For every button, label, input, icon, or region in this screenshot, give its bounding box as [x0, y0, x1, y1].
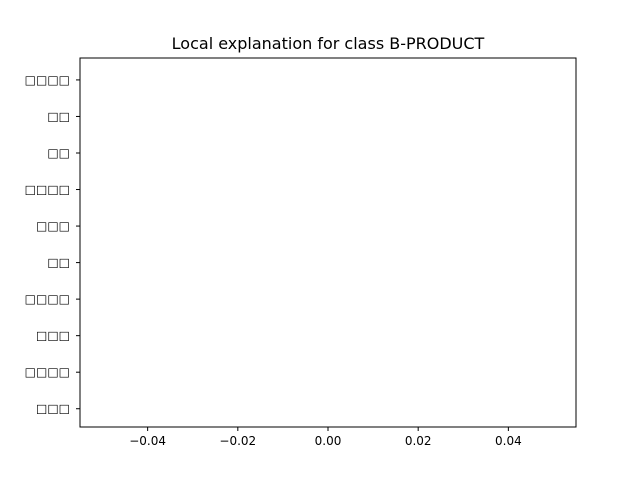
chart-title: Local explanation for class B-PRODUCT: [172, 34, 485, 53]
y-axis: □□□□□□□□□□□□□□□□□□□□□□□□□□□□□□□: [25, 73, 80, 416]
x-axis: −0.04 −0.02 0.00 0.02 0.04: [129, 427, 522, 448]
y-tick-label: □□: [47, 256, 70, 270]
y-tick-label: □□□: [36, 329, 70, 343]
y-tick-label: □□□: [36, 219, 70, 233]
x-tick-label: 0.02: [405, 434, 432, 448]
x-tick-label: −0.04: [129, 434, 166, 448]
y-tick-label: □□: [47, 109, 70, 123]
y-tick-label: □□□□: [25, 73, 70, 87]
y-tick-label: □□□□: [25, 183, 70, 197]
y-tick-label: □□□: [36, 402, 70, 416]
y-tick-label: □□: [47, 146, 70, 160]
y-tick-label: □□□□: [25, 365, 70, 379]
plot-area: [79, 57, 577, 428]
x-tick-label: 0.00: [315, 434, 342, 448]
y-tick-label: □□□□: [25, 292, 70, 306]
x-tick-label: 0.04: [495, 434, 522, 448]
x-tick-label: −0.02: [219, 434, 256, 448]
